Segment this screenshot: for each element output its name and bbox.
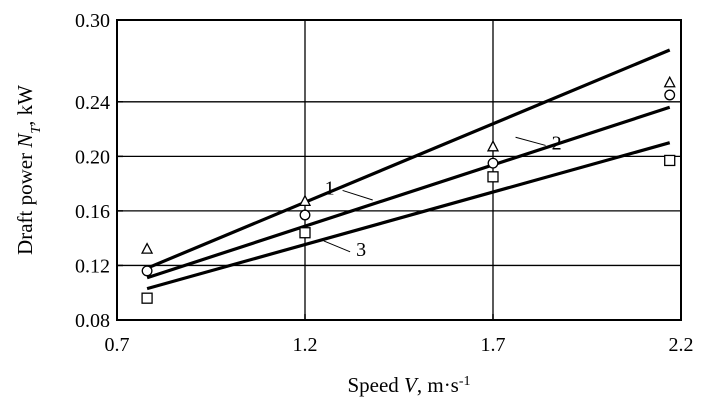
square-marker bbox=[487, 171, 499, 183]
triangle-marker bbox=[141, 242, 154, 254]
curve-labels: 1 2 3 bbox=[323, 132, 562, 261]
curve-label-leader bbox=[342, 189, 373, 201]
data-points bbox=[141, 75, 676, 304]
y-axis-title: Draft power NT, kW bbox=[13, 85, 44, 255]
triangle-marker bbox=[486, 139, 500, 152]
regression-lines bbox=[146, 48, 671, 291]
square-marker bbox=[141, 292, 153, 304]
y-tick-labels: 0.08 0.12 0.16 0.20 0.24 0.30 bbox=[75, 10, 123, 332]
regression-line-1 bbox=[146, 48, 671, 270]
curve-label-1: 1 bbox=[325, 177, 335, 199]
curve-label-3: 3 bbox=[356, 239, 366, 261]
curve-label-2: 2 bbox=[552, 132, 562, 154]
circle-marker bbox=[299, 209, 311, 221]
circle-marker bbox=[487, 157, 499, 169]
y-tick-label: 0.16 bbox=[75, 201, 110, 223]
y-tick-label: 0.12 bbox=[75, 255, 110, 277]
curve-label-leader bbox=[515, 136, 546, 146]
square-marker bbox=[299, 227, 311, 239]
y-tick-label: 0.08 bbox=[75, 310, 110, 332]
x-tick-label: 2.2 bbox=[669, 334, 694, 356]
x-tick-labels: 0.7 1.2 1.7 2.2 bbox=[105, 314, 694, 356]
y-tick-label: 0.30 bbox=[75, 10, 110, 32]
square-marker bbox=[664, 154, 676, 167]
y-tick-label: 0.24 bbox=[75, 92, 110, 114]
plot-frame bbox=[116, 19, 682, 321]
circle-marker bbox=[141, 265, 153, 277]
grid-lines bbox=[117, 20, 681, 320]
x-tick-label: 0.7 bbox=[105, 334, 130, 356]
curve-label-leader bbox=[323, 240, 351, 253]
regression-line-3 bbox=[146, 141, 671, 291]
triangle-marker bbox=[663, 75, 676, 88]
x-tick-label: 1.2 bbox=[293, 334, 318, 356]
x-axis-title: Speed V, m·s-1 bbox=[347, 373, 470, 397]
triangle-marker bbox=[298, 194, 312, 207]
regression-line-2 bbox=[146, 105, 671, 280]
x-tick-label: 1.7 bbox=[481, 334, 506, 356]
y-tick-label: 0.20 bbox=[75, 146, 110, 168]
circle-marker bbox=[664, 89, 676, 101]
